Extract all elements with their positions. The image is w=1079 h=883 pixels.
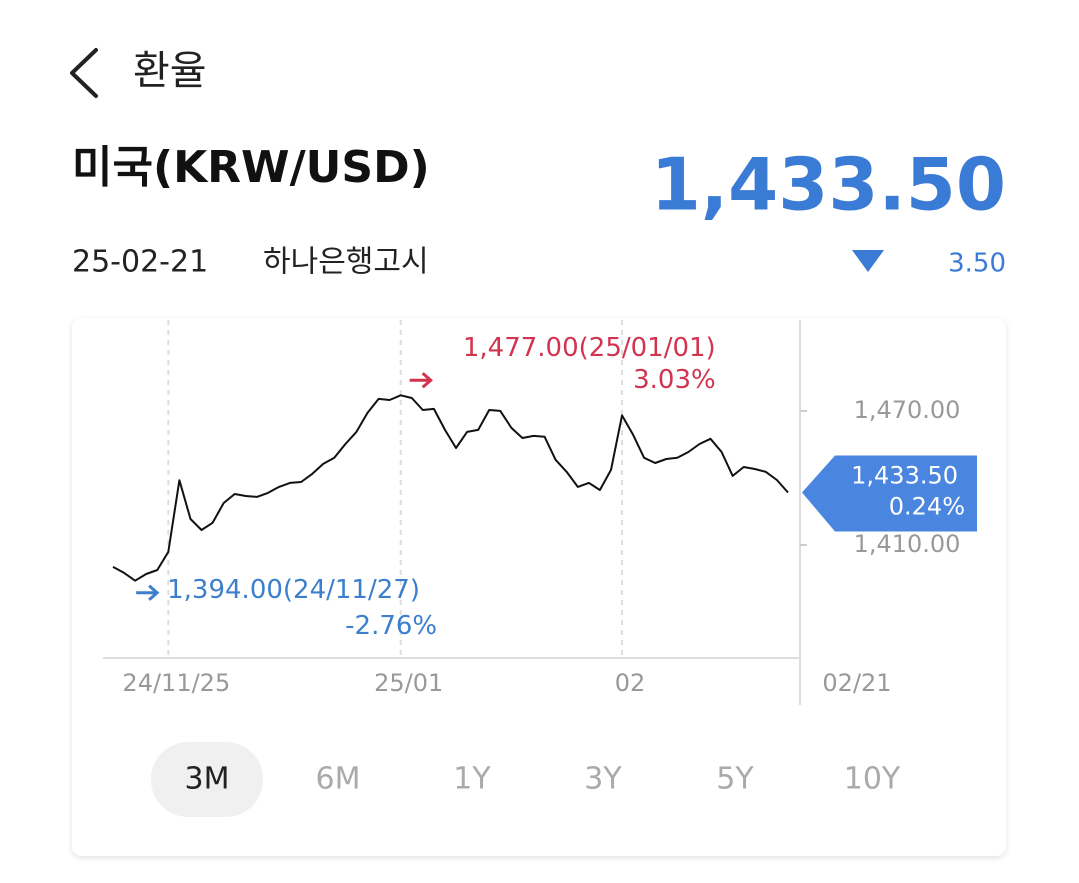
current-change: 0.24%	[889, 492, 965, 520]
annotation-label: 1,477.00(25/01/01)	[463, 333, 716, 363]
period-selector: 3M 6M 1Y 3Y 5Y 10Y	[151, 742, 901, 817]
price: 1,433.50	[651, 143, 1006, 227]
price-change: 3.50	[948, 249, 1006, 279]
annotation-arrow	[409, 372, 433, 389]
back-button[interactable]	[70, 48, 98, 98]
y-tick-label: 1,410.00	[854, 530, 961, 558]
price-line	[112, 394, 789, 582]
down-triangle	[852, 250, 884, 272]
y-tick-label: 1,470.00	[854, 396, 961, 424]
period-button[interactable]: 5Y	[716, 762, 754, 797]
x-tick-label: 02/21	[822, 669, 891, 697]
annotation-arrow	[136, 584, 160, 601]
period-selected-bg	[151, 742, 263, 817]
period-button[interactable]: 1Y	[453, 762, 491, 797]
annotation-change: 3.03%	[633, 365, 716, 395]
period-button[interactable]: 10Y	[844, 762, 901, 797]
period-button[interactable]: 3Y	[584, 762, 622, 797]
chart: 1,410.00 1,470.00 24/11/25 25/01 02 02/21 1,47…	[103, 320, 977, 705]
quote-source: 하나은행고시	[263, 245, 429, 280]
annotation-change: -2.76%	[345, 611, 437, 641]
page-title: 환율	[133, 48, 207, 94]
current-tag	[802, 455, 977, 532]
x-tick-label: 24/11/25	[122, 669, 230, 697]
annotation-label: 1,394.00(24/11/27)	[167, 575, 420, 605]
current-label: 1,433.50	[851, 461, 958, 489]
period-button[interactable]: 6M	[316, 762, 361, 797]
currency-name: 미국(KRW/USD)	[72, 142, 430, 193]
period-button[interactable]: 3M	[185, 762, 230, 797]
chart-card	[72, 318, 1006, 856]
quote-date: 25-02-21	[72, 245, 208, 280]
x-tick-label: 02	[615, 669, 646, 697]
x-tick-label: 25/01	[374, 669, 443, 697]
